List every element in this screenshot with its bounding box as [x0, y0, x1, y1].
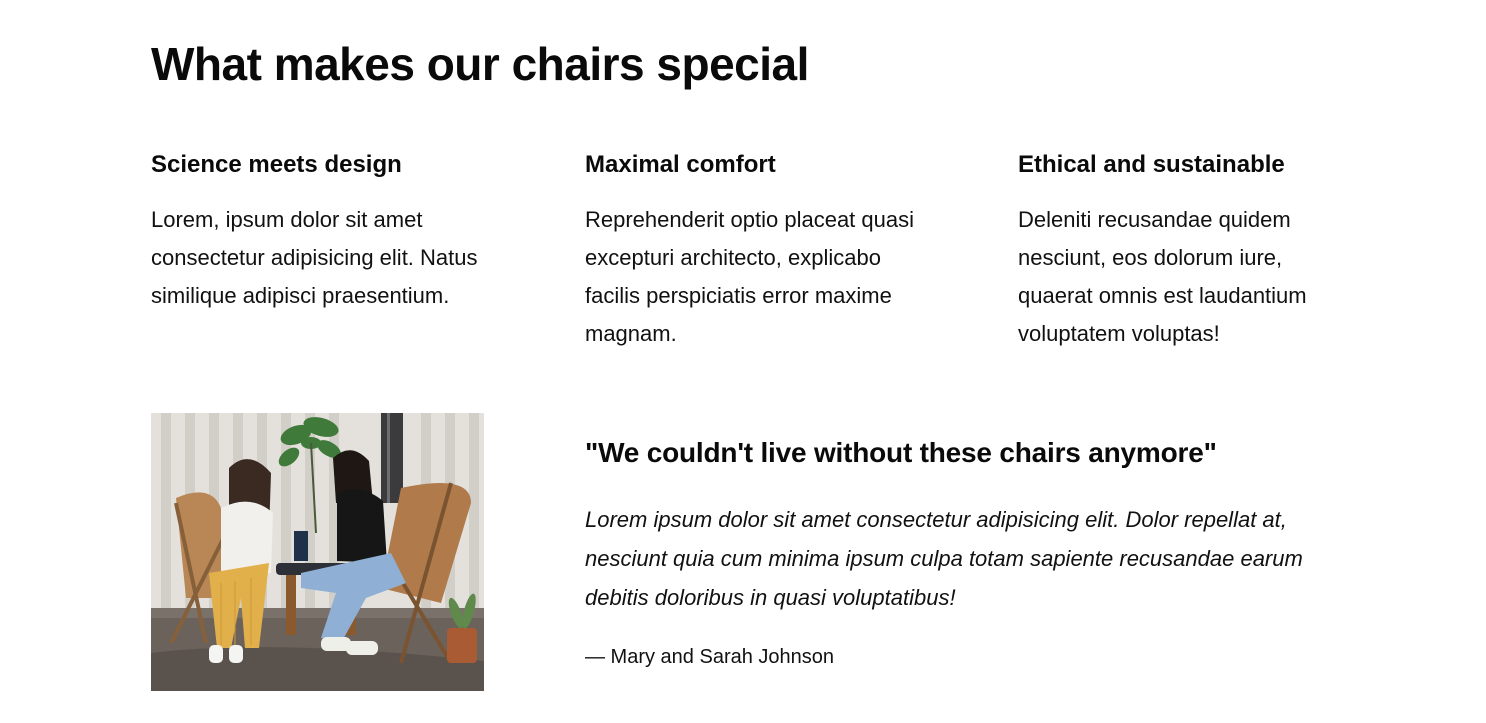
feature-title: Maximal comfort — [585, 151, 776, 178]
testimonial-author: — Mary and Sarah Johnson — [585, 646, 835, 668]
feature-text: Lorem, ipsum dolor sit amet consectetur … — [151, 207, 478, 308]
feature-title: Ethical and sustainable — [1018, 151, 1285, 178]
testimonial-quote: Lorem ipsum dolor sit amet consectetur a… — [585, 507, 1303, 610]
feature-card: Ethical and sustainable Deleniti recusan… — [1018, 148, 1348, 353]
feature-text: Deleniti recusandae quidem nesciunt, eos… — [1018, 207, 1307, 346]
feature-card: Science meets design Lorem, ipsum dolor … — [151, 148, 481, 315]
testimonial-title: "We couldn't live without these chairs a… — [585, 437, 1217, 468]
feature-title: Science meets design — [151, 151, 402, 178]
testimonial-photo — [151, 413, 484, 691]
feature-text: Reprehenderit optio placeat quasi except… — [585, 207, 915, 346]
feature-card: Maximal comfort Reprehenderit optio plac… — [585, 148, 915, 353]
testimonial-photo-illustration — [151, 413, 484, 691]
section-heading: What makes our chairs special — [151, 38, 809, 90]
